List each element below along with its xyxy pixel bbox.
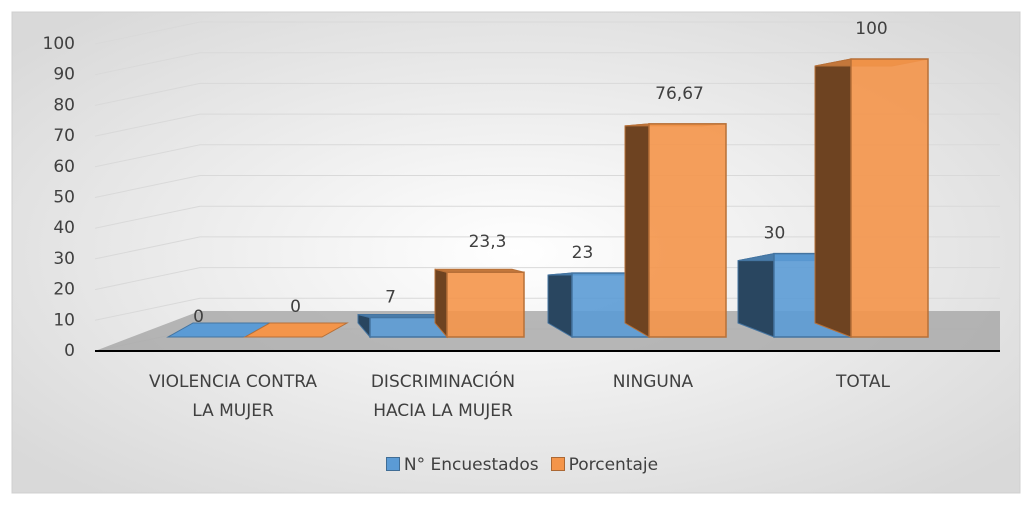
data-label: 0: [193, 307, 204, 327]
data-label: 23: [572, 243, 594, 263]
data-label: 0: [290, 297, 301, 317]
data-label: 100: [855, 19, 887, 39]
data-label: 23,3: [469, 232, 507, 252]
bar: [814, 58, 929, 338]
x-tick-label: NINGUNA: [612, 372, 694, 392]
grid-line: [94, 52, 1000, 76]
bar: [434, 268, 525, 339]
x-tick-label: DISCRIMINACIÓN HACIA LA MUJER: [370, 372, 516, 421]
x-tick-label: VIOLENCIA CONTRA LA MUJER: [149, 372, 317, 421]
grid-line: [94, 297, 1000, 321]
bar-face: [850, 58, 929, 338]
y-tick-label: 0: [64, 341, 75, 361]
bar-face: [737, 252, 775, 338]
bar-face: [648, 123, 727, 338]
y-tick-label: 20: [53, 280, 75, 300]
bar: [624, 123, 727, 338]
grid-line: [94, 113, 1000, 137]
grid-line: [94, 267, 1000, 291]
y-tick-label: 40: [53, 218, 75, 238]
bar-face: [814, 58, 852, 338]
grid-line: [94, 175, 1000, 198]
grid-line: [94, 205, 1000, 229]
data-label: 30: [764, 224, 786, 244]
legend-swatch: [385, 457, 400, 471]
legend: N° Encuestados Porcentaje: [0, 455, 1032, 475]
y-tick-label: 10: [53, 310, 75, 330]
x-tick-label: TOTAL: [836, 372, 890, 392]
grid-line: [94, 144, 1000, 168]
y-tick-label: 100: [43, 34, 75, 54]
y-tick-label: 30: [53, 249, 75, 269]
data-label: 76,67: [655, 84, 704, 104]
bar-face: [624, 123, 650, 338]
grid-line: [94, 82, 1000, 106]
y-tick-label: 70: [53, 126, 75, 146]
grid-line: [94, 236, 1000, 260]
grid-line: [94, 21, 1000, 45]
bar-face: [243, 322, 349, 338]
y-tick-label: 50: [53, 188, 75, 208]
y-tick-label: 60: [53, 157, 75, 177]
legend-label: Porcentaje: [568, 455, 659, 475]
y-tick-label: 80: [53, 95, 75, 115]
legend-swatch: [550, 457, 565, 471]
y-tick-label: 90: [53, 65, 75, 85]
data-label: 7: [385, 288, 396, 308]
bar: [357, 313, 448, 339]
bar: [243, 322, 349, 338]
bar-face: [446, 271, 525, 338]
legend-label: N° Encuestados: [403, 455, 539, 475]
